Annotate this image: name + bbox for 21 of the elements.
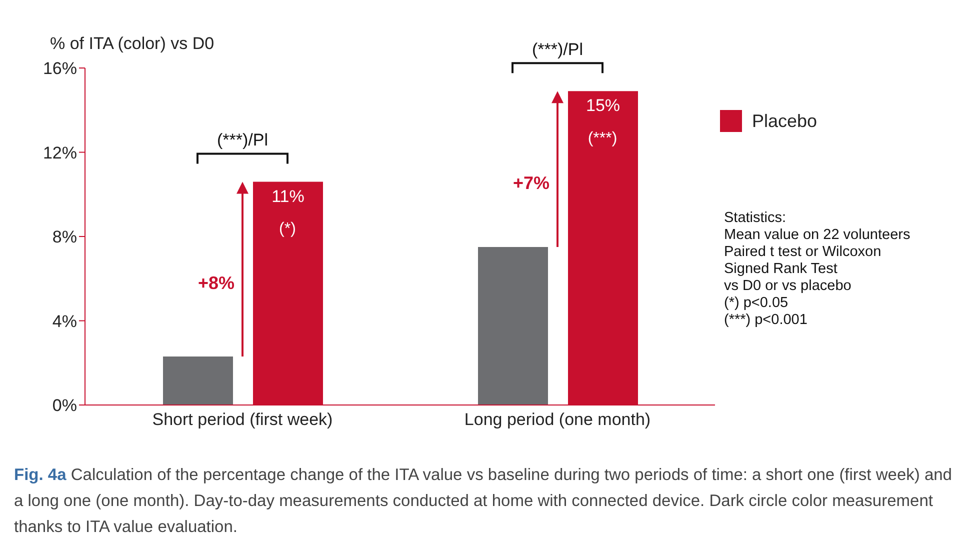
annotation: (***) xyxy=(588,130,618,148)
y-axis-title: % of ITA (color) vs D0 xyxy=(50,34,214,54)
data-label: 11% xyxy=(272,186,304,206)
legend-label: Placebo xyxy=(752,110,818,132)
annotation: (*) xyxy=(279,220,296,238)
y-tick-label: 4% xyxy=(52,312,77,331)
bar xyxy=(163,356,233,405)
y-tick-label: 12% xyxy=(42,143,77,162)
x-tick-label: Long period (one month) xyxy=(464,410,651,430)
data-label: 15% xyxy=(586,96,620,116)
y-tick-label: 0% xyxy=(52,396,77,416)
y-tick-label: 16% xyxy=(42,59,77,78)
annotation: +7% xyxy=(512,173,550,194)
text: (***)/Pl xyxy=(532,40,584,60)
bar xyxy=(478,247,548,405)
annotation: +8% xyxy=(198,273,234,294)
caption: Fig. 4a Calculation of the percentage change of the ITA value vs baseline during two periods of time: a short one (first week) and a long one (one month). Day-to-day measurements conducted at home with connected device. Dark circle color measurement thanks to ITA value evaluation. xyxy=(14,465,953,538)
x-tick-label: Short period (first week) xyxy=(152,410,333,430)
text: Statistics: Mean value on 22 volunteers Paired t test or Wilcoxon Signed Rank Test vs D0 or vs placebo (*) p<0.05 (***) p<0.001 xyxy=(724,210,910,329)
y-tick-label: 8% xyxy=(52,228,77,247)
annotation: (***)/Pl xyxy=(216,130,268,150)
